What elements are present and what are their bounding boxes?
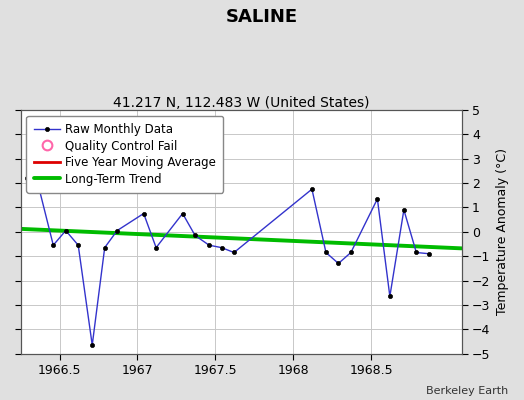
Raw Monthly Data: [36, 187, 42, 192]
Raw Monthly Data: [179, 211, 185, 216]
Text: Berkeley Earth: Berkeley Earth: [426, 386, 508, 396]
Raw Monthly Data: [153, 245, 159, 250]
Raw Monthly Data: [50, 243, 57, 248]
Raw Monthly Data: [206, 243, 212, 248]
Raw Monthly Data: [75, 243, 81, 248]
Raw Monthly Data: [413, 250, 420, 255]
Raw Monthly Data: [219, 245, 225, 250]
Raw Monthly Data: [374, 196, 380, 201]
Raw Monthly Data: [231, 250, 237, 255]
Legend: Raw Monthly Data, Quality Control Fail, Five Year Moving Average, Long-Term Tren: Raw Monthly Data, Quality Control Fail, …: [26, 116, 223, 193]
Raw Monthly Data: [425, 251, 432, 256]
Raw Monthly Data: [114, 228, 121, 233]
Raw Monthly Data: [323, 250, 329, 255]
Raw Monthly Data: [401, 208, 407, 212]
Raw Monthly Data: [62, 228, 69, 233]
Raw Monthly Data: [102, 245, 108, 250]
Text: SALINE: SALINE: [226, 8, 298, 26]
Y-axis label: Temperature Anomaly (°C): Temperature Anomaly (°C): [496, 148, 509, 315]
Line: Raw Monthly Data: Raw Monthly Data: [25, 176, 431, 347]
Title: 41.217 N, 112.483 W (United States): 41.217 N, 112.483 W (United States): [113, 96, 369, 110]
Raw Monthly Data: [335, 261, 342, 266]
Raw Monthly Data: [387, 294, 393, 299]
Raw Monthly Data: [192, 233, 198, 238]
Raw Monthly Data: [24, 176, 30, 181]
Raw Monthly Data: [309, 187, 315, 192]
Raw Monthly Data: [140, 211, 147, 216]
Raw Monthly Data: [89, 343, 95, 348]
Raw Monthly Data: [348, 250, 354, 255]
